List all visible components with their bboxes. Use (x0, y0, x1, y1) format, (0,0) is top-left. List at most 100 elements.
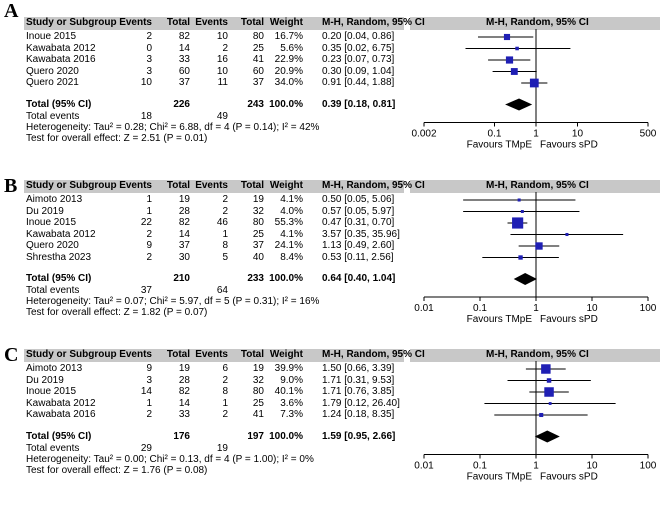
events-spd: 1 (222, 228, 228, 240)
events-spd: 1 (222, 397, 228, 409)
x-tick-label: 0.01 (414, 461, 434, 472)
x-tick-label: 10 (586, 303, 598, 314)
header-total-1: Total (166, 180, 190, 191)
panel-a: A Study or Subgroup Events Total Events Total… (0, 0, 661, 170)
total-tmpe: 37 (178, 240, 190, 251)
study-weight: 40.1% (274, 386, 303, 397)
total-tmpe: 82 (178, 386, 190, 397)
study-name: Kawabata 2016 (26, 54, 96, 65)
study-marker (503, 33, 511, 41)
total-tmpe: 82 (178, 31, 190, 42)
total-weight: 100.0% (269, 273, 303, 284)
total-spd: 19 (252, 194, 264, 205)
study-weight: 9.0% (280, 374, 303, 386)
total-spd: 80 (252, 386, 264, 397)
events-spd: 16 (216, 54, 228, 65)
study-weight: 22.9% (274, 54, 303, 65)
header-study: Study or Subgroup (26, 349, 117, 360)
events-tmpe: 0 (146, 42, 152, 54)
study-weight: 5.6% (280, 42, 303, 54)
plot-header-bg (410, 17, 660, 30)
study-marker (529, 78, 539, 88)
total-events-tmpe: 18 (140, 110, 152, 122)
total-tmpe: 28 (178, 205, 190, 217)
total-spd: 37 (252, 240, 264, 251)
study-marker (517, 198, 521, 202)
study-ci: 3.57 [0.35, 35.96] (322, 228, 400, 240)
total-tmpe: 82 (178, 217, 190, 228)
study-name: Inoue 2015 (26, 386, 77, 397)
x-tick-label: 100 (640, 461, 657, 472)
events-tmpe: 1 (146, 194, 152, 205)
total-events-label: Total events (26, 110, 80, 122)
forest-plot: 0.002 0.1 1 10 500 Favours TMpE Favours sPD (411, 29, 657, 151)
total-tmpe: 37 (178, 77, 190, 88)
study-weight: 39.9% (274, 363, 303, 374)
x-tick-label: 1 (533, 303, 539, 314)
total-spd: 80 (252, 217, 264, 228)
x-tick-label: 100 (640, 303, 657, 314)
plot-header-bg (410, 349, 660, 362)
events-spd: 2 (222, 205, 228, 217)
study-ci: 0.50 [0.05, 5.06] (322, 194, 395, 205)
study-weight: 16.7% (274, 31, 303, 42)
favours-left-label: Favours TMpE (467, 140, 533, 151)
favours-left-label: Favours TMpE (467, 314, 533, 325)
events-spd: 2 (222, 194, 228, 205)
events-tmpe: 2 (146, 409, 152, 420)
favours-right-label: Favours sPD (540, 140, 598, 151)
study-weight: 4.0% (280, 205, 303, 217)
header-ci: M-H, Random, 95% CI (322, 17, 425, 28)
total-label: Total (95% CI) (26, 98, 92, 110)
events-tmpe: 1 (146, 205, 152, 217)
study-weight: 7.3% (280, 409, 303, 420)
overall-effect-text: Test for overall effect: Z = 1.76 (P = 0… (26, 464, 208, 476)
events-tmpe: 10 (140, 77, 152, 88)
table-header-bg (24, 349, 404, 362)
events-tmpe: 1 (146, 397, 152, 409)
events-tmpe: 22 (140, 217, 152, 228)
total-sum-tmpe: 176 (173, 430, 190, 442)
table-header-bg (24, 17, 404, 30)
total-sum-tmpe: 226 (173, 98, 190, 110)
header-events-1: Events (119, 180, 152, 191)
study-weight: 4.1% (280, 228, 303, 240)
study-ci: 0.53 [0.11, 2.56] (322, 251, 394, 263)
header-events-2: Events (195, 180, 228, 191)
total-spd: 32 (252, 374, 264, 386)
total-label: Total (95% CI) (26, 430, 92, 442)
overall-effect-text: Test for overall effect: Z = 1.82 (P = 0… (26, 307, 208, 318)
x-tick-label: 0.1 (488, 129, 502, 140)
study-weight: 4.1% (280, 194, 303, 205)
events-spd: 2 (222, 42, 228, 54)
study-weight: 3.6% (280, 397, 303, 409)
study-ci: 0.20 [0.04, 0.86] (322, 31, 395, 42)
study-ci: 0.23 [0.07, 0.73] (322, 54, 395, 65)
total-events-tmpe: 29 (140, 442, 152, 454)
heterogeneity-text: Heterogeneity: Tau² = 0.07; Chi² = 5.97,… (26, 296, 320, 307)
events-spd: 8 (222, 386, 228, 397)
favours-left-label: Favours TMpE (467, 472, 533, 483)
total-tmpe: 14 (178, 228, 190, 240)
total-events-spd: 19 (216, 442, 228, 454)
total-weight: 100.0% (269, 430, 303, 442)
header-study: Study or Subgroup (26, 17, 117, 28)
study-marker (510, 68, 518, 75)
events-spd: 10 (216, 31, 228, 42)
study-marker (535, 242, 543, 250)
header-events-2: Events (195, 349, 228, 360)
study-ci: 1.13 [0.49, 2.60] (322, 240, 395, 251)
study-weight: 55.3% (274, 217, 303, 228)
study-name: Quero 2021 (26, 77, 79, 88)
header-total-1: Total (166, 17, 190, 28)
total-ci: 0.39 [0.18, 0.81] (322, 98, 396, 110)
plot-header-bg (410, 180, 660, 193)
study-name: Kawabata 2012 (26, 228, 96, 240)
x-tick-label: 0.1 (473, 461, 487, 472)
header-ci: M-H, Random, 95% CI (322, 349, 425, 360)
total-spd: 37 (252, 77, 264, 88)
x-tick-label: 0.1 (473, 303, 487, 314)
header-weight: Weight (269, 180, 303, 191)
study-weight: 24.1% (274, 240, 303, 251)
total-events-label: Total events (26, 285, 80, 296)
